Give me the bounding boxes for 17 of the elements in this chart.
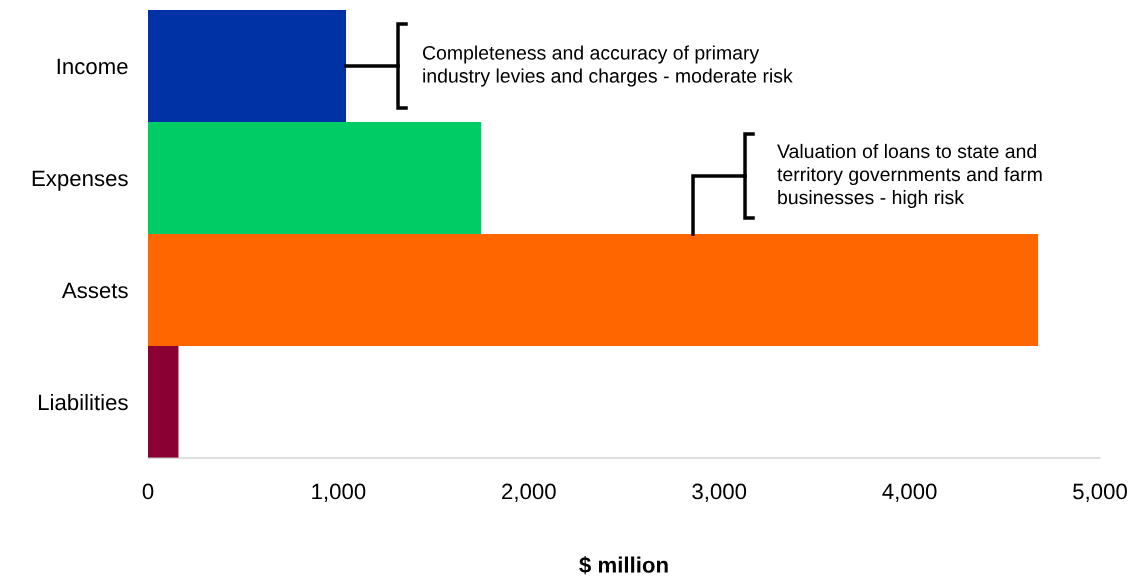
x-tick-label: 2,000 — [502, 483, 556, 502]
annotation: Completeness and accuracy of primary industry levies and charges - moderate risk — [423, 45, 793, 87]
annotation: Valuation of loans to state and territory governments and farm businesses - high risk — [777, 143, 1042, 209]
x-tick-label: 0 — [142, 483, 154, 500]
bar — [148, 10, 347, 122]
x-tick-label: 5,000 — [1073, 483, 1127, 502]
bar — [148, 234, 1039, 346]
x-tick-label: 4,000 — [882, 483, 937, 502]
bar — [148, 122, 482, 234]
y-tick-label: Assets — [61, 282, 128, 299]
y-tick-label: Income — [57, 58, 128, 75]
bar — [148, 346, 179, 458]
x-tick-label: 3,000 — [692, 483, 747, 502]
x-tick-label: 1,000 — [312, 483, 366, 502]
x-axis-title: $ million — [579, 556, 668, 575]
y-tick-label: Expenses — [32, 170, 128, 191]
y-tick-label: Liabilities — [38, 393, 128, 411]
